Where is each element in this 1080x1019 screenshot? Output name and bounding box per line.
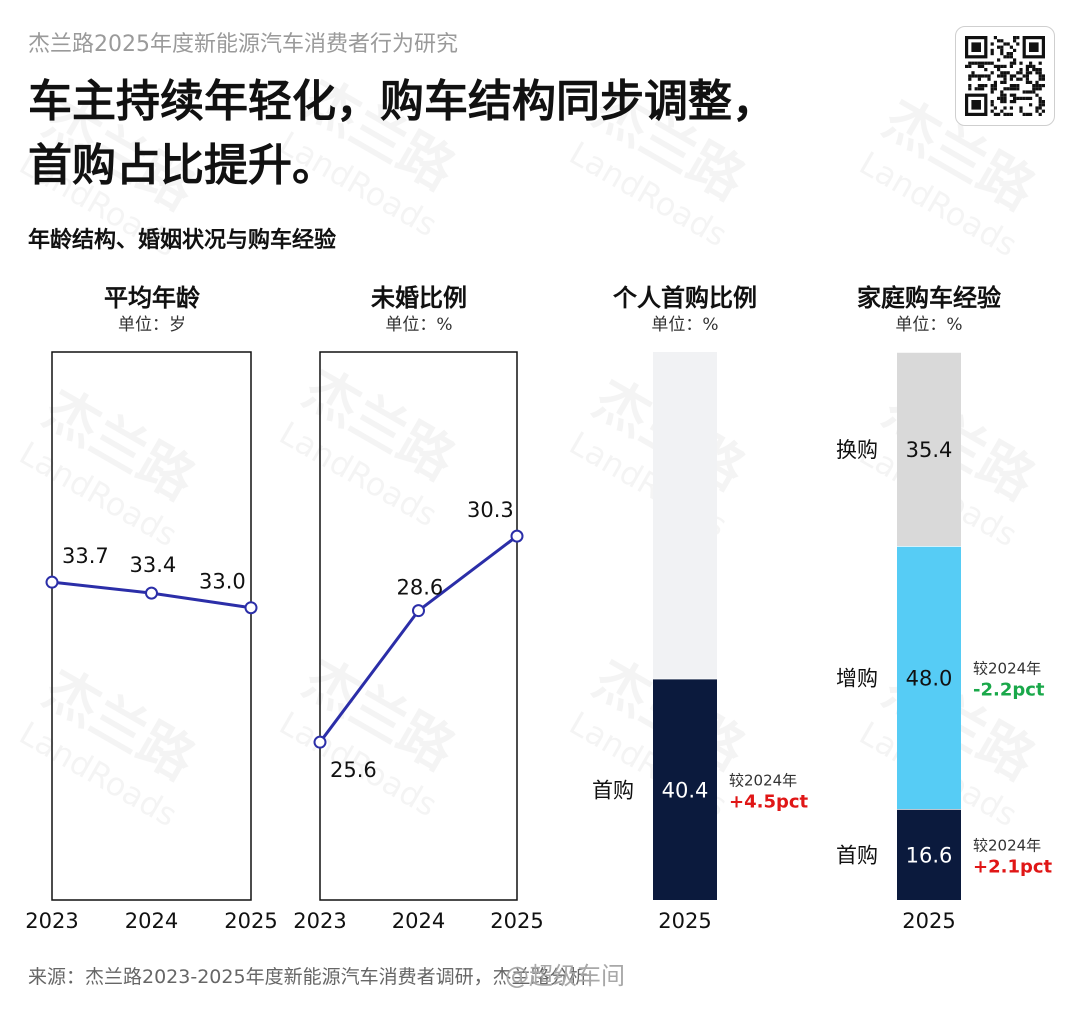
avg-age-point: [244, 601, 258, 615]
headline-line-1: 车主持续年轻化，购车结构同步调整，: [28, 76, 776, 127]
first-purchase-remainder-background: [653, 352, 717, 679]
family-experience-x-tick-label: 2025: [902, 909, 955, 933]
unit-label-first-purchase: 单位：%: [651, 315, 719, 335]
family-experience-segment-additional: [897, 545, 961, 810]
headline-line-2: 首购占比提升。: [28, 140, 336, 191]
family-experience-segment-additional-category-label: 增购: [836, 667, 878, 691]
report-title: 杰兰路2025年度新能源汽车消费者行为研究: [28, 32, 458, 57]
first-purchase-segment-first-value-label: 40.4: [662, 778, 709, 802]
chart-subtitle: 年龄结构、婚姻状况与购车经验: [28, 228, 337, 253]
first-purchase-segment-first: [653, 678, 717, 900]
family-experience-segment-replacement-value-label: 35.4: [906, 438, 953, 462]
family-experience-segment-additional-change-prefix: 较2024年: [973, 660, 1041, 678]
family-experience-segment-first-change-prefix: 较2024年: [973, 837, 1041, 855]
family-experience-segment-first-change-value: +2.1pct: [973, 857, 1053, 878]
qr-code-icon: [965, 36, 1045, 116]
panel-title-family-experience: 家庭购车经验: [857, 284, 1001, 312]
avg-age-point: [145, 586, 158, 600]
avg-age-point: [45, 575, 59, 589]
unmarried-data-label: 30.3: [467, 498, 514, 522]
avg-age-plot-frame: [51, 351, 252, 901]
page-title: 车主持续年轻化，购车结构同步调整， 首购占比提升。: [28, 70, 776, 198]
first-purchase-chart: 40.4 首购 较2024年 +4.5pct 2025: [592, 352, 809, 933]
family-experience-segment-first: [897, 809, 961, 900]
avg-age-x-tick-label: 2025: [224, 909, 277, 933]
unmarried-chart: 25.6 28.6 30.3 2023 2024 2025: [293, 351, 544, 933]
first-purchase-segment-first-change-prefix: 较2024年: [729, 771, 797, 789]
avg-age-data-label: 33.4: [130, 553, 177, 577]
unmarried-x-tick-label: 2023: [293, 909, 346, 933]
avg-age-data-label: 33.0: [199, 570, 246, 594]
unmarried-series-line: [318, 534, 518, 744]
family-experience-segment-additional-change-value: -2.2pct: [973, 680, 1045, 701]
unmarried-point: [412, 604, 425, 618]
unit-label-unmarried: 单位：%: [385, 315, 453, 335]
unit-label-avg-age: 单位：岁: [118, 315, 186, 335]
source-note: 来源：杰兰路2023-2025年度新能源汽车消费者调研，杰兰路分析: [28, 966, 588, 988]
unmarried-x-tick-label: 2024: [392, 909, 445, 933]
avg-age-x-tick-label: 2024: [125, 909, 178, 933]
first-purchase-x-tick-label: 2025: [658, 909, 711, 933]
unmarried-data-label: 25.6: [330, 758, 377, 782]
unit-label-family-experience: 单位：%: [895, 315, 963, 335]
avg-age-chart: 33.7 33.4 33.0 2023 2024 2025: [25, 351, 278, 933]
first-purchase-segment-first-change-value: +4.5pct: [729, 791, 809, 812]
avg-age-data-label: 33.7: [62, 544, 109, 568]
weibo-watermark: @超级车间: [505, 962, 625, 990]
family-experience-segment-replacement: [897, 352, 961, 546]
family-experience-segment-replacement-category-label: 换购: [836, 438, 878, 462]
panel-title-first-purchase: 个人首购比例: [613, 284, 757, 312]
panel-title-unmarried: 未婚比例: [371, 284, 467, 312]
unmarried-point: [313, 735, 327, 749]
unmarried-point: [510, 529, 524, 543]
avg-age-x-tick-label: 2023: [25, 909, 78, 933]
qr-code[interactable]: [955, 26, 1055, 126]
unmarried-plot-frame: [319, 351, 518, 901]
panel-title-avg-age: 平均年龄: [104, 284, 200, 312]
family-experience-segment-first-category-label: 首购: [836, 844, 878, 868]
family-experience-segment-additional-value-label: 48.0: [906, 667, 953, 691]
unmarried-x-tick-label: 2025: [490, 909, 543, 933]
family-experience-segment-first-value-label: 16.6: [906, 844, 953, 868]
unmarried-data-label: 28.6: [397, 576, 444, 600]
first-purchase-segment-first-category-label: 首购: [592, 778, 634, 802]
